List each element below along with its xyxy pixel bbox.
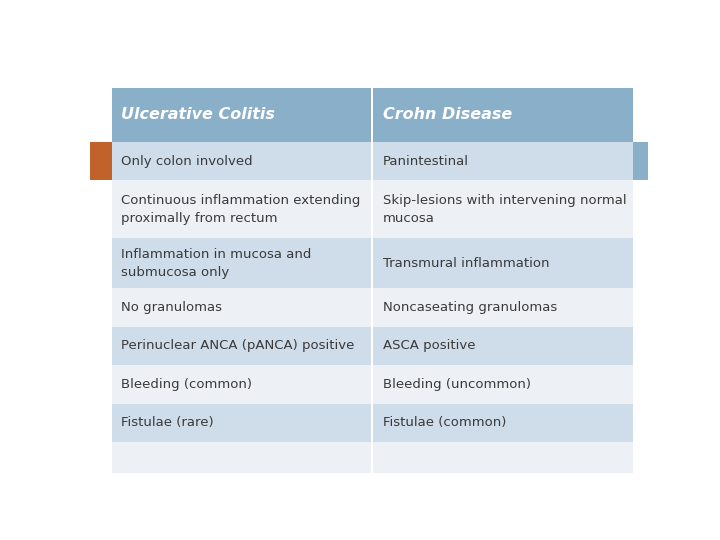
Bar bbox=[373, 180, 632, 238]
Bar bbox=[90, 142, 112, 180]
Bar bbox=[373, 142, 632, 180]
Text: Skip-lesions with intervening normal
mucosa: Skip-lesions with intervening normal muc… bbox=[382, 194, 626, 225]
Text: Bleeding (uncommon): Bleeding (uncommon) bbox=[382, 378, 531, 391]
Bar bbox=[632, 142, 648, 180]
Text: Noncaseating granulomas: Noncaseating granulomas bbox=[382, 301, 557, 314]
Text: Panintestinal: Panintestinal bbox=[382, 154, 469, 167]
Text: Continuous inflammation extending
proximally from rectum: Continuous inflammation extending proxim… bbox=[121, 194, 361, 225]
Bar bbox=[373, 88, 632, 142]
Text: Transmural inflammation: Transmural inflammation bbox=[382, 256, 549, 269]
Text: ASCA positive: ASCA positive bbox=[382, 339, 475, 353]
Text: Fistulae (common): Fistulae (common) bbox=[382, 416, 506, 429]
Text: Ulcerative Colitis: Ulcerative Colitis bbox=[121, 107, 275, 123]
Bar bbox=[112, 180, 371, 238]
Text: Inflammation in mucosa and
submucosa only: Inflammation in mucosa and submucosa onl… bbox=[121, 247, 311, 279]
Bar bbox=[112, 288, 371, 327]
Text: Bleeding (common): Bleeding (common) bbox=[121, 378, 252, 391]
Bar bbox=[373, 365, 632, 403]
Text: Fistulae (rare): Fistulae (rare) bbox=[121, 416, 214, 429]
Bar bbox=[112, 442, 371, 473]
Bar bbox=[112, 403, 371, 442]
Text: Perinuclear ANCA (pANCA) positive: Perinuclear ANCA (pANCA) positive bbox=[121, 339, 354, 353]
Text: Crohn Disease: Crohn Disease bbox=[382, 107, 512, 123]
Bar bbox=[373, 238, 632, 288]
Bar bbox=[373, 288, 632, 327]
Bar bbox=[373, 442, 632, 473]
Bar bbox=[112, 142, 371, 180]
Bar bbox=[112, 88, 371, 142]
Bar bbox=[373, 327, 632, 365]
Bar bbox=[112, 327, 371, 365]
Bar bbox=[373, 403, 632, 442]
Text: No granulomas: No granulomas bbox=[121, 301, 222, 314]
Bar bbox=[112, 238, 371, 288]
Text: Only colon involved: Only colon involved bbox=[121, 154, 253, 167]
Bar bbox=[112, 365, 371, 403]
